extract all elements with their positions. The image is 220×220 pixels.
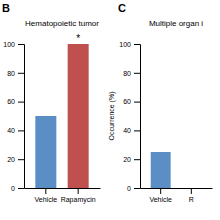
y-tick-line (18, 130, 24, 131)
x-tick-line (160, 188, 161, 194)
y-tick: 100 (119, 41, 140, 48)
y-tick-label: 0 (127, 185, 131, 192)
y-tick-label: 80 (123, 70, 131, 77)
chart-svg: 020406080100VehicleRapamycinHematopoieti… (0, 0, 220, 220)
panel: 0 20 40 60 80 100 VehicleRapamycin Hematopoieti… (2, 2, 101, 204)
y-label: Occurrence (%) (108, 91, 116, 140)
panel-label: B (2, 2, 10, 14)
y-tick-label: 40 (7, 127, 15, 134)
x-tick-label: R (189, 196, 194, 203)
x-tick-label: Vehicle (35, 196, 58, 203)
y-tick: 60 (123, 98, 140, 105)
axis-domain (141, 188, 213, 189)
y-tick: 0 (127, 185, 140, 192)
x-tick-line (191, 188, 192, 194)
y-tick-label: 60 (7, 98, 15, 105)
y-tick-label: 100 (119, 41, 131, 48)
y-tick: 20 (7, 156, 24, 163)
y-tick: 100 (3, 41, 24, 48)
axis-domain (134, 45, 141, 189)
bars (151, 152, 171, 188)
y-tick-line (134, 102, 140, 103)
axis-domain (25, 188, 101, 189)
x-tick-line (78, 188, 79, 194)
y-tick-line (18, 73, 24, 74)
bar (35, 116, 56, 188)
title: Multiple organ i (149, 19, 203, 28)
y-tick: 80 (7, 70, 24, 77)
y-tick-line (18, 188, 24, 189)
y-tick-label: 60 (123, 98, 131, 105)
y-axis: 0 20 40 60 80 100 (3, 41, 24, 192)
x-tick: Rapamycin (61, 188, 96, 204)
x-axis: Vehicle R (141, 188, 213, 203)
panel-label: C (118, 2, 126, 14)
x-tick-line (45, 188, 46, 194)
x-tick: Vehicle (149, 188, 172, 203)
y-tick: 80 (123, 70, 140, 77)
y-tick-line (18, 44, 24, 45)
x-axis: VehicleRapamycin (25, 188, 101, 204)
y-tick-label: 20 (7, 156, 15, 163)
y-tick: 20 (123, 156, 140, 163)
y-tick-label: 40 (123, 127, 131, 134)
axis-domain (18, 45, 25, 189)
panel: 0 20 40 60 80 100 Vehicle R Multiple organ i Occu… (108, 2, 213, 203)
y-tick-label: 100 (3, 41, 15, 48)
title: Hematopoietic tumor (25, 19, 99, 28)
y-tick-line (134, 73, 140, 74)
y-tick-line (134, 130, 140, 131)
x-tick: Vehicle (35, 188, 58, 203)
y-tick-line (18, 159, 24, 160)
y-tick-line (18, 102, 24, 103)
x-tick: R (189, 188, 194, 203)
y-tick-label: 20 (123, 156, 131, 163)
y-tick-line (134, 188, 140, 189)
x-tick-label: Rapamycin (61, 196, 96, 204)
y-tick: 60 (7, 98, 24, 105)
y-tick: 0 (11, 185, 24, 192)
y-axis: 0 20 40 60 80 100 (119, 41, 140, 192)
x-tick-label: Vehicle (149, 196, 172, 203)
y-tick-label: 80 (7, 70, 15, 77)
y-tick-line (134, 44, 140, 45)
bars (35, 44, 88, 188)
bar (151, 152, 171, 188)
y-tick-label: 0 (11, 185, 15, 192)
bar (68, 44, 89, 188)
y-tick: 40 (123, 127, 140, 134)
annotation: * (76, 33, 80, 44)
y-tick-line (134, 159, 140, 160)
y-tick: 40 (7, 127, 24, 134)
